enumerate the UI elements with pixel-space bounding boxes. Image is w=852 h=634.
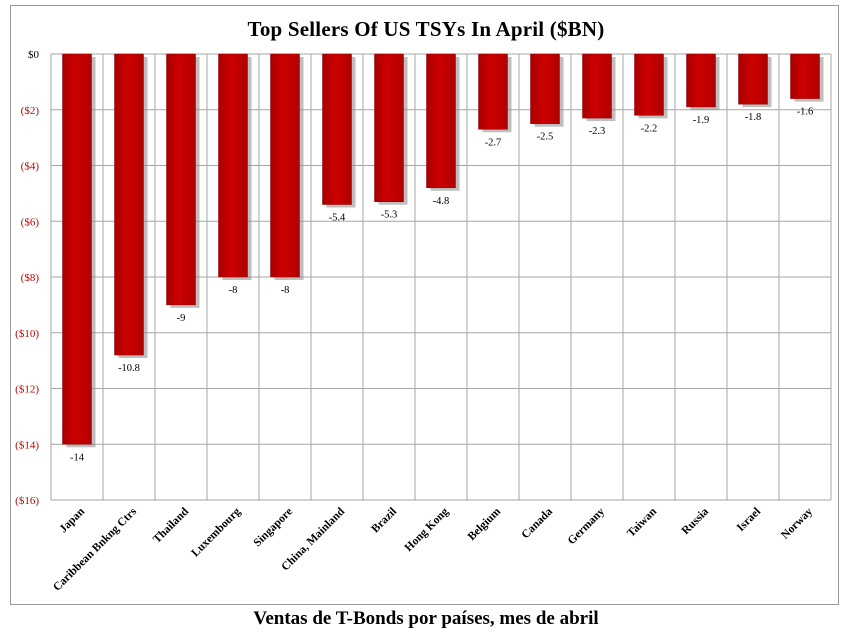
bar [166, 53, 196, 306]
data-label: -5.3 [381, 210, 398, 221]
bar [426, 53, 456, 189]
data-label: -1.8 [745, 112, 762, 123]
data-label: -8 [229, 285, 238, 296]
y-tick-label: ($8) [21, 272, 40, 284]
y-tick-label: ($12) [15, 384, 39, 396]
bar [270, 53, 300, 278]
y-tick-label: ($4) [21, 161, 40, 173]
category-label: Russia [680, 505, 712, 537]
data-label: -5.4 [329, 213, 346, 224]
data-label: -4.8 [433, 196, 450, 207]
data-label: -2.7 [485, 137, 502, 148]
category-label: Canada [520, 505, 556, 541]
data-label: -10.8 [118, 363, 140, 374]
y-tick-label: $0 [28, 49, 40, 61]
figure-caption: Ventas de T-Bonds por países, mes de abr… [253, 608, 599, 629]
data-label: -2.5 [537, 132, 554, 143]
data-label: -14 [70, 452, 85, 463]
data-label: -9 [177, 313, 186, 324]
data-label: -1.6 [797, 107, 814, 118]
category-label: Belgium [466, 505, 504, 543]
bar [582, 53, 612, 119]
bar [738, 53, 768, 105]
y-tick-label: ($16) [15, 495, 39, 507]
bar-layer [62, 53, 824, 448]
bar [374, 53, 404, 202]
data-label: -2.3 [589, 126, 606, 137]
data-label: -8 [281, 285, 290, 296]
grid-layer [50, 53, 832, 501]
bar [530, 53, 560, 124]
category-label: Luxembourg [189, 505, 243, 559]
bar [114, 53, 144, 356]
bar [322, 53, 352, 205]
bar [218, 53, 248, 278]
y-tick-label: ($10) [15, 328, 39, 340]
bar [478, 53, 508, 130]
chart-title: Top Sellers Of US TSYs In April ($BN) [247, 17, 605, 41]
y-tick-label: ($6) [21, 216, 40, 228]
data-label: -2.2 [641, 123, 658, 134]
category-label: Taiwan [625, 505, 659, 539]
bar [62, 53, 92, 445]
y-tick-label: ($14) [15, 439, 39, 451]
category-label: Brazil [369, 506, 399, 536]
category-label: Hong Kong [403, 505, 452, 554]
category-label: Singapore [252, 506, 296, 550]
bar [634, 53, 664, 116]
category-label: Israel [735, 506, 763, 534]
category-label: Germany [566, 505, 608, 547]
y-tick-label: ($2) [21, 105, 40, 117]
category-label: Japan [57, 505, 87, 535]
category-label: Thailand [151, 505, 192, 546]
data-label: -1.9 [693, 115, 710, 126]
bar [686, 53, 716, 108]
bar [790, 53, 820, 99]
category-label: Norway [779, 505, 815, 541]
